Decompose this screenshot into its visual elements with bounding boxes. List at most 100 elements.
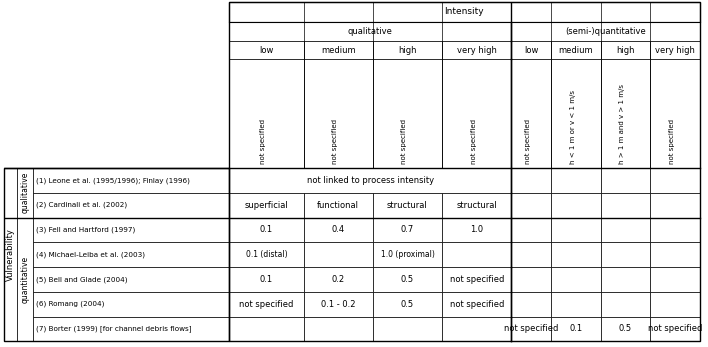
Bar [4,168,229,341]
Text: high: high [616,46,634,55]
Text: medium: medium [559,46,593,55]
Bar [373,242,442,267]
Bar [650,218,700,242]
Bar [304,59,373,168]
Bar [442,41,511,59]
Text: not specified: not specified [261,119,266,164]
Bar [33,193,229,218]
Bar [442,292,511,316]
Bar [442,193,511,218]
Bar [650,59,700,168]
Text: medium: medium [321,46,355,55]
Bar [304,193,373,218]
Bar [229,59,304,168]
Text: (6) Romang (2004): (6) Romang (2004) [36,301,105,307]
Bar [600,267,650,292]
Text: high: high [398,46,417,55]
Bar [442,267,511,292]
Bar [304,218,373,242]
Bar [229,22,511,41]
Text: low: low [259,46,273,55]
Bar [511,41,551,59]
Bar [229,193,304,218]
Text: 0.1 - 0.2: 0.1 - 0.2 [321,300,355,309]
Bar [304,292,373,316]
Text: h > 1 m and v > 1 m/s: h > 1 m and v > 1 m/s [620,84,625,164]
Text: 0.7: 0.7 [401,226,414,235]
Text: not specified: not specified [471,119,476,164]
Bar [33,316,229,341]
Bar [304,41,373,59]
Bar [600,218,650,242]
Bar [4,168,18,341]
Bar [229,2,700,22]
Bar [650,168,700,193]
Bar [33,218,229,242]
Bar [511,267,551,292]
Text: functional: functional [317,201,359,210]
Bar [33,292,229,316]
Bar [511,316,551,341]
Bar [373,267,442,292]
Bar [600,59,650,168]
Text: 0.1: 0.1 [260,226,273,235]
Bar [551,267,600,292]
Text: not specified: not specified [401,119,408,164]
Text: Vulnerability: Vulnerability [6,228,15,281]
Bar [229,2,700,341]
Text: qualitative: qualitative [348,27,393,36]
Bar [600,316,650,341]
Text: 0.5: 0.5 [401,275,414,284]
Text: 0.5: 0.5 [401,300,414,309]
Text: 0.2: 0.2 [331,275,345,284]
Bar [229,267,304,292]
Bar [650,292,700,316]
Bar [304,267,373,292]
Text: (1) Leone et al. (1995/1996); Finlay (1996): (1) Leone et al. (1995/1996); Finlay (19… [36,177,190,184]
Bar [600,292,650,316]
Text: very high: very high [457,46,497,55]
Text: not specified: not specified [239,300,294,309]
Bar [551,41,600,59]
Text: 0.5: 0.5 [619,324,632,333]
Text: 0.4: 0.4 [331,226,345,235]
Bar [442,316,511,341]
Text: structural: structural [387,201,428,210]
Text: (2) Cardinali et al. (2002): (2) Cardinali et al. (2002) [36,202,127,209]
Bar [18,218,33,341]
Text: (4) Michael-Leiba et al. (2003): (4) Michael-Leiba et al. (2003) [36,252,145,258]
Text: qualitative: qualitative [21,172,30,213]
Bar [18,168,33,218]
Text: very high: very high [655,46,695,55]
Text: not specified: not specified [450,275,504,284]
Bar [551,316,600,341]
Bar [373,218,442,242]
Bar [229,316,304,341]
Bar [650,267,700,292]
Text: 0.1 (distal): 0.1 (distal) [246,250,287,259]
Bar [551,59,600,168]
Bar [551,242,600,267]
Bar [650,242,700,267]
Text: (3) Fell and Hartford (1997): (3) Fell and Hartford (1997) [36,227,135,233]
Bar [511,242,551,267]
Bar [511,193,551,218]
Bar [650,316,700,341]
Text: (semi-)quantitative: (semi-)quantitative [565,27,646,36]
Text: not specified: not specified [504,324,559,333]
Text: not specified: not specified [648,324,702,333]
Text: (7) Borter (1999) [for channel debris flows]: (7) Borter (1999) [for channel debris fl… [36,325,192,332]
Bar [511,292,551,316]
Bar [442,218,511,242]
Bar [511,218,551,242]
Text: 1.0 (proximal): 1.0 (proximal) [380,250,435,259]
Text: quantitative: quantitative [21,256,30,303]
Bar [551,292,600,316]
Bar [600,41,650,59]
Bar [442,59,511,168]
Bar [511,168,551,193]
Bar [600,242,650,267]
Text: not specified: not specified [669,119,675,164]
Bar [442,242,511,267]
Bar [373,292,442,316]
